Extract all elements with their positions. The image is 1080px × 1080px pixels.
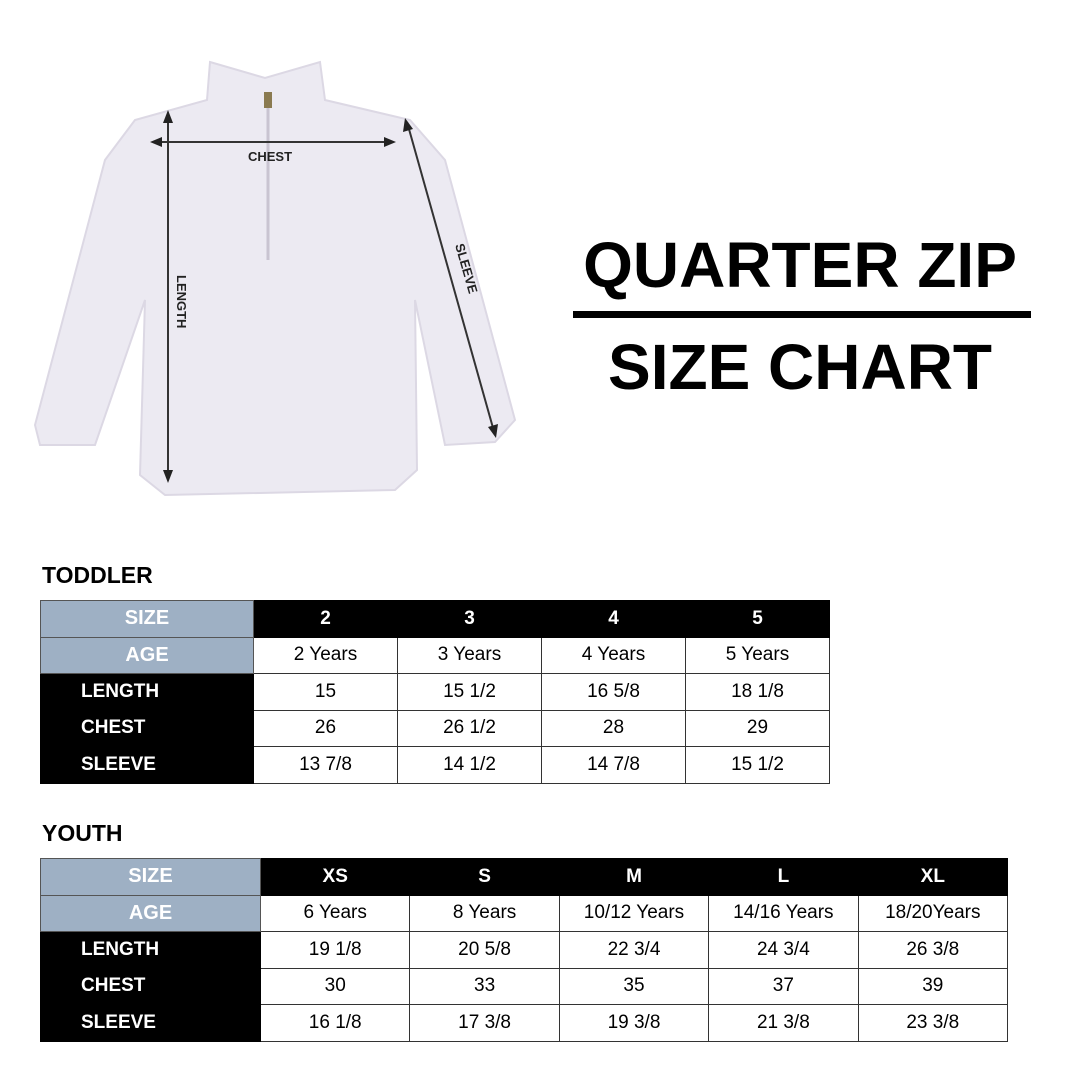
- value-cell: 14 7/8: [541, 746, 686, 784]
- value-cell: 22 3/4: [558, 931, 710, 969]
- value-cell: 14 1/2: [397, 746, 542, 784]
- size-label: SIZE: [40, 858, 261, 896]
- value-cell: 17 3/8: [409, 1004, 560, 1042]
- toddler-size-table: SIZE 2 3 4 5 AGE 2 Years 3 Years 4 Years…: [40, 600, 830, 784]
- table-row: SLEEVE 13 7/8 14 1/2 14 7/8 15 1/2: [40, 746, 830, 784]
- value-cell: 37: [708, 967, 859, 1005]
- age-cell: 10/12 Years: [558, 894, 710, 932]
- age-cell: 4 Years: [541, 636, 686, 674]
- size-cell: XL: [857, 858, 1009, 896]
- age-label: AGE: [40, 636, 254, 674]
- value-cell: 16 1/8: [259, 1004, 411, 1042]
- value-cell: 28: [541, 709, 686, 747]
- row-label: LENGTH: [40, 673, 254, 711]
- toddler-heading: TODDLER: [42, 562, 153, 588]
- value-cell: 15: [253, 673, 398, 711]
- value-cell: 26 3/8: [857, 931, 1009, 969]
- size-cell: 3: [397, 600, 542, 638]
- zip-pull-icon: [264, 92, 272, 108]
- value-cell: 24 3/4: [708, 931, 859, 969]
- table-row: SLEEVE 16 1/8 17 3/8 19 3/8 21 3/8 23 3/…: [40, 1004, 1009, 1042]
- value-cell: 16 5/8: [541, 673, 686, 711]
- youth-heading: YOUTH: [42, 820, 123, 846]
- chest-label: CHEST: [248, 149, 292, 164]
- value-cell: 19 3/8: [558, 1004, 710, 1042]
- age-cell: 14/16 Years: [708, 894, 859, 932]
- title-divider: [573, 311, 1031, 318]
- value-cell: 19 1/8: [259, 931, 411, 969]
- youth-size-table: SIZE XS S M L XL AGE 6 Years 8 Years 10/…: [40, 858, 1009, 1042]
- row-label: SLEEVE: [40, 746, 254, 784]
- title-quarter-zip: QUARTER ZIP: [583, 229, 1017, 301]
- value-cell: 35: [558, 967, 710, 1005]
- age-cell: 3 Years: [397, 636, 542, 674]
- value-cell: 26 1/2: [397, 709, 542, 747]
- row-label: LENGTH: [40, 931, 261, 969]
- row-label: SLEEVE: [40, 1004, 261, 1042]
- size-cell: 5: [685, 600, 830, 638]
- title-size-chart: SIZE CHART: [608, 331, 992, 403]
- size-cell: 2: [253, 600, 398, 638]
- value-cell: 39: [857, 967, 1009, 1005]
- size-cell: 4: [541, 600, 686, 638]
- age-cell: 18/20Years: [857, 894, 1009, 932]
- table-row: SIZE 2 3 4 5: [40, 600, 830, 638]
- value-cell: 33: [409, 967, 560, 1005]
- age-cell: 6 Years: [259, 894, 411, 932]
- value-cell: 20 5/8: [409, 931, 560, 969]
- shirt-body-shape: [33, 60, 517, 497]
- value-cell: 23 3/8: [857, 1004, 1009, 1042]
- row-label: CHEST: [40, 709, 254, 747]
- value-cell: 30: [259, 967, 411, 1005]
- table-row: SIZE XS S M L XL: [40, 858, 1009, 896]
- length-label: LENGTH: [174, 275, 189, 328]
- age-cell: 2 Years: [253, 636, 398, 674]
- table-row: AGE 2 Years 3 Years 4 Years 5 Years: [40, 636, 830, 674]
- table-row: CHEST 30 33 35 37 39: [40, 967, 1009, 1005]
- value-cell: 15 1/2: [685, 746, 830, 784]
- value-cell: 21 3/8: [708, 1004, 859, 1042]
- size-cell: L: [708, 858, 859, 896]
- age-label: AGE: [40, 894, 261, 932]
- age-cell: 8 Years: [409, 894, 560, 932]
- value-cell: 13 7/8: [253, 746, 398, 784]
- table-row: CHEST 26 26 1/2 28 29: [40, 709, 830, 747]
- size-label: SIZE: [40, 600, 254, 638]
- table-row: LENGTH 15 15 1/2 16 5/8 18 1/8: [40, 673, 830, 711]
- value-cell: 18 1/8: [685, 673, 830, 711]
- age-cell: 5 Years: [685, 636, 830, 674]
- value-cell: 15 1/2: [397, 673, 542, 711]
- table-row: AGE 6 Years 8 Years 10/12 Years 14/16 Ye…: [40, 894, 1009, 932]
- quarter-zip-shirt-diagram: CHEST LENGTH SLEEVE: [33, 60, 517, 497]
- size-cell: S: [409, 858, 560, 896]
- table-row: LENGTH 19 1/8 20 5/8 22 3/4 24 3/4 26 3/…: [40, 931, 1009, 969]
- value-cell: 26: [253, 709, 398, 747]
- row-label: CHEST: [40, 967, 261, 1005]
- size-cell: M: [558, 858, 710, 896]
- size-cell: XS: [259, 858, 411, 896]
- value-cell: 29: [685, 709, 830, 747]
